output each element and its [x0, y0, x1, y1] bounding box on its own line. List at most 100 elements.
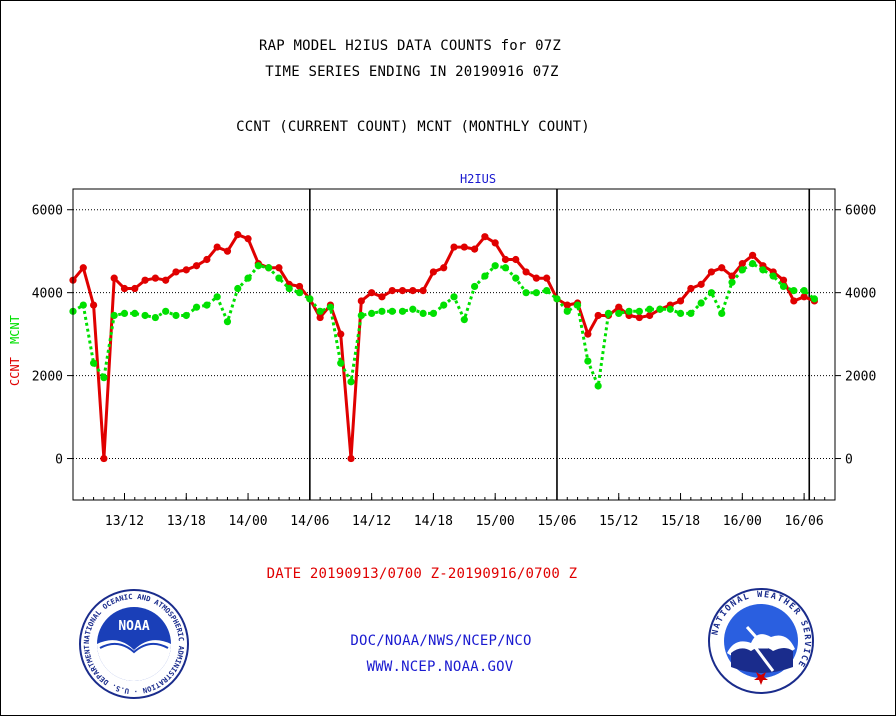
- data-point-mcnt: [440, 301, 448, 309]
- x-tick-label: 14/00: [228, 514, 267, 529]
- x-tick-label: 15/00: [476, 514, 515, 529]
- data-point-mcnt: [378, 307, 386, 315]
- data-point-mcnt: [409, 305, 417, 313]
- nws-logo[interactable]: NATIONAL WEATHER SERVICE: [707, 587, 815, 695]
- data-point-ccnt: [316, 313, 324, 322]
- data-point-mcnt: [357, 311, 365, 320]
- data-point-mcnt: [491, 262, 499, 270]
- data-point-ccnt: [470, 245, 479, 253]
- data-point-mcnt: [543, 286, 551, 295]
- data-point-mcnt: [759, 266, 767, 274]
- data-point-mcnt: [347, 378, 355, 386]
- data-point-mcnt: [563, 307, 571, 315]
- y-tick-label-right: 2000: [845, 370, 876, 385]
- data-point-mcnt: [625, 307, 633, 315]
- data-point-ccnt: [398, 286, 407, 295]
- data-point-mcnt: [604, 309, 613, 317]
- data-point-mcnt: [100, 374, 108, 382]
- y-tick-label-right: 6000: [845, 204, 876, 219]
- data-point-ccnt: [728, 272, 736, 280]
- data-point-mcnt: [429, 309, 438, 317]
- data-point-ccnt: [203, 255, 211, 264]
- x-tick-label: 15/12: [599, 514, 638, 529]
- data-point-ccnt: [800, 293, 808, 301]
- data-point-ccnt: [635, 313, 643, 322]
- data-point-ccnt: [234, 231, 242, 239]
- data-point-ccnt: [718, 264, 726, 272]
- data-point-ccnt: [522, 268, 530, 276]
- data-point-ccnt: [512, 255, 520, 264]
- data-point-mcnt: [635, 307, 643, 315]
- x-tick-label: 15/06: [537, 514, 576, 529]
- data-point-ccnt: [357, 297, 365, 305]
- data-point-mcnt: [141, 311, 149, 320]
- x-tick-label: 14/12: [352, 514, 391, 529]
- data-point-mcnt: [676, 309, 685, 317]
- data-point-mcnt: [522, 289, 530, 297]
- noaa-logo-text: NOAA: [118, 619, 149, 634]
- data-point-ccnt: [779, 276, 788, 284]
- data-point-ccnt: [172, 268, 180, 276]
- data-point-mcnt: [213, 293, 221, 301]
- y-axis-label-ccnt: CCNT: [8, 357, 22, 386]
- data-point-mcnt: [203, 301, 211, 309]
- data-point-mcnt: [707, 289, 716, 297]
- data-point-ccnt: [151, 274, 159, 282]
- data-point-ccnt: [275, 264, 283, 272]
- data-point-mcnt: [326, 303, 335, 311]
- data-point-ccnt: [501, 255, 510, 264]
- data-point-ccnt: [738, 260, 746, 268]
- data-point-mcnt: [295, 289, 304, 297]
- website-link[interactable]: WWW.NCEP.NOAA.GOV: [366, 659, 514, 675]
- org-text: DOC/NOAA/NWS/NCEP/NCO: [350, 633, 532, 649]
- data-point-mcnt: [532, 289, 540, 297]
- data-point-mcnt: [110, 311, 118, 320]
- y-tick-label-right: 0: [845, 453, 853, 468]
- data-point-ccnt: [594, 311, 602, 320]
- data-point-ccnt: [543, 274, 551, 282]
- data-point-mcnt: [244, 274, 252, 282]
- data-point-mcnt: [687, 309, 695, 317]
- data-point-ccnt: [584, 330, 592, 338]
- data-point-mcnt: [419, 309, 427, 317]
- grid-layer: [73, 189, 835, 500]
- data-point-mcnt: [615, 309, 623, 317]
- noaa-logo[interactable]: NATIONAL OCEANIC AND ATMOSPHERIC ADMINIS…: [78, 588, 190, 700]
- data-point-ccnt: [162, 276, 170, 284]
- data-point-mcnt: [151, 313, 159, 322]
- data-point-ccnt: [491, 239, 499, 247]
- data-point-mcnt: [450, 293, 458, 301]
- chart-subtitle: CCNT (CURRENT COUNT) MCNT (MONTHLY COUNT…: [236, 119, 590, 135]
- data-point-ccnt: [563, 301, 571, 309]
- data-point-ccnt: [532, 274, 540, 282]
- y-tick-label-left: 4000: [32, 287, 63, 302]
- data-point-ccnt: [100, 454, 108, 463]
- data-point-ccnt: [707, 268, 716, 276]
- x-tick-label: 16/06: [785, 514, 824, 529]
- data-point-ccnt: [409, 286, 417, 295]
- data-point-ccnt: [295, 282, 304, 291]
- data-point-ccnt: [192, 262, 201, 270]
- data-point-mcnt: [584, 357, 592, 365]
- x-tick-label: 15/18: [661, 514, 700, 529]
- data-point-ccnt: [89, 301, 98, 309]
- data-point-mcnt: [800, 286, 808, 295]
- data-point-ccnt: [429, 268, 438, 276]
- data-point-ccnt: [120, 284, 129, 293]
- data-point-mcnt: [749, 260, 757, 268]
- data-point-mcnt: [697, 299, 705, 307]
- data-point-mcnt: [553, 295, 561, 303]
- data-point-mcnt: [769, 272, 777, 280]
- data-point-mcnt: [120, 309, 129, 317]
- y-tick-label-left: 0: [55, 453, 63, 468]
- data-point-mcnt: [306, 295, 314, 303]
- data-point-ccnt: [697, 280, 705, 288]
- data-point-mcnt: [275, 274, 283, 282]
- data-point-ccnt: [450, 243, 458, 251]
- data-point-ccnt: [79, 264, 87, 272]
- data-point-mcnt: [368, 309, 376, 317]
- x-tick-label: 13/18: [167, 514, 206, 529]
- data-point-ccnt: [110, 274, 118, 282]
- data-point-mcnt: [89, 359, 98, 367]
